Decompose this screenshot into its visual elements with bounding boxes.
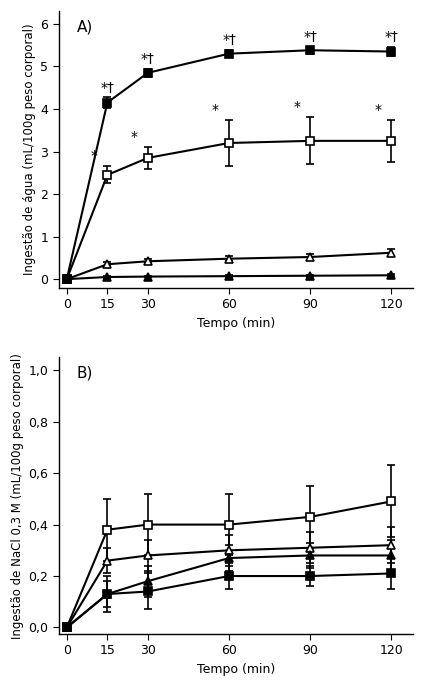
Y-axis label: Ingestão de água (mL/100g peso corporal): Ingestão de água (mL/100g peso corporal) (23, 23, 36, 275)
X-axis label: Tempo (min): Tempo (min) (197, 317, 275, 330)
Text: *†: *† (303, 30, 317, 44)
Text: A): A) (76, 19, 93, 34)
Text: *: * (90, 149, 98, 164)
Text: *: * (374, 102, 381, 117)
X-axis label: Tempo (min): Tempo (min) (197, 663, 275, 676)
Text: *†: *† (141, 52, 155, 65)
Text: *†: *† (222, 33, 236, 47)
Text: *†: *† (100, 80, 114, 95)
Y-axis label: Ingestão de NaCl 0,3 M (mL/100g peso corporal): Ingestão de NaCl 0,3 M (mL/100g peso cor… (11, 352, 24, 639)
Text: *: * (293, 100, 300, 115)
Text: B): B) (76, 365, 93, 381)
Text: *: * (212, 102, 219, 117)
Text: *†: *† (384, 30, 398, 44)
Text: *: * (131, 131, 138, 144)
